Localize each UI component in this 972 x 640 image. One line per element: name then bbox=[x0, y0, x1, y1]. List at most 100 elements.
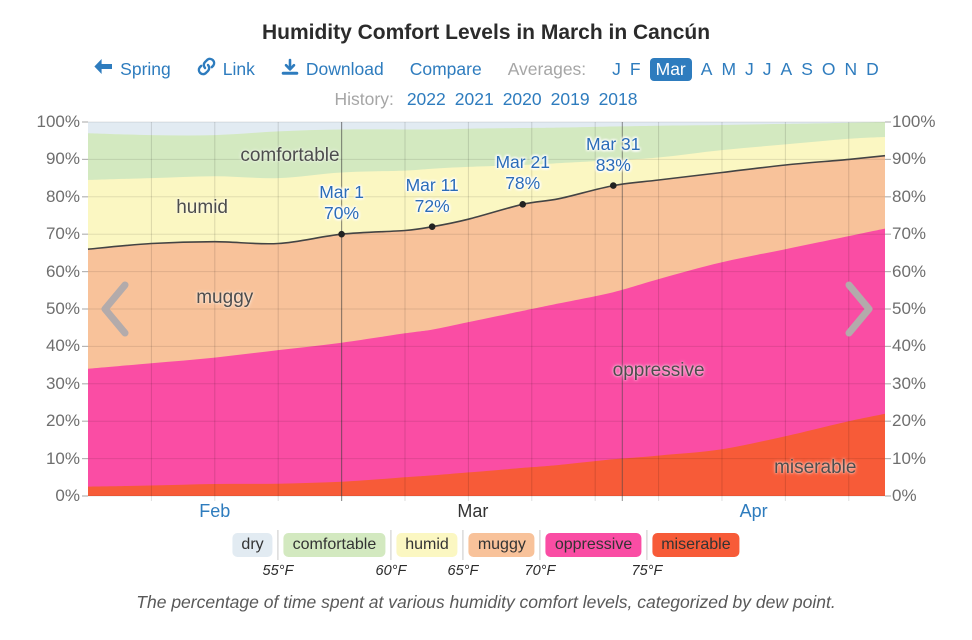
band-label-comfortable: comfortable bbox=[240, 144, 340, 166]
legend-item-humid: humid bbox=[396, 533, 458, 557]
month-link-7-A[interactable]: A bbox=[780, 58, 793, 79]
y-axis-tick-right-40: 40% bbox=[892, 336, 927, 356]
x-axis-month-Feb[interactable]: Feb bbox=[199, 501, 231, 521]
prev-season-label: Spring bbox=[120, 58, 171, 79]
link-icon bbox=[197, 57, 216, 81]
month-link-10-N[interactable]: N bbox=[844, 58, 858, 79]
chevron-right-icon bbox=[843, 280, 875, 341]
arrow-left-icon bbox=[93, 58, 113, 80]
y-axis-tick-right-50: 50% bbox=[892, 299, 927, 318]
month-link-0-J[interactable]: J bbox=[612, 58, 621, 79]
data-point-Mar-11 bbox=[428, 223, 436, 231]
y-axis-tick-left-20: 20% bbox=[45, 411, 80, 431]
legend-item-miserable: miserable bbox=[652, 533, 740, 557]
next-period-button[interactable] bbox=[842, 280, 876, 340]
point-label-Mar-11: Mar 11 72% bbox=[405, 174, 459, 216]
y-axis-tick-right-70: 70% bbox=[892, 224, 927, 244]
history-label: History: bbox=[334, 89, 394, 109]
area-band-muggy bbox=[88, 155, 885, 496]
legend-threshold-70F: 70°F bbox=[524, 563, 556, 579]
prev-season-link[interactable]: Spring bbox=[93, 58, 171, 80]
y-axis-tick-right-60: 60% bbox=[892, 261, 927, 281]
history-row: History: 2022 2021 2020 2019 2018 bbox=[0, 89, 972, 110]
data-point-Mar-31 bbox=[609, 182, 617, 189]
legend-threshold-55F: 55°F bbox=[262, 563, 294, 579]
month-link-1-F[interactable]: F bbox=[629, 58, 641, 79]
band-label-oppressive: oppressive bbox=[612, 359, 705, 381]
compare-button[interactable]: Compare bbox=[410, 59, 482, 80]
legend-threshold-75F: 75°F bbox=[631, 563, 663, 579]
y-axis-tick-left-50: 50% bbox=[45, 299, 80, 318]
month-link-9-O[interactable]: O bbox=[821, 58, 836, 79]
legend-divider bbox=[277, 530, 279, 560]
data-point-Mar-21 bbox=[519, 200, 527, 208]
point-label-Mar-31: Mar 31 83% bbox=[586, 133, 641, 175]
y-axis-tick-left-0: 0% bbox=[55, 486, 80, 505]
y-axis-tick-right-20: 20% bbox=[892, 411, 927, 431]
legend-item-oppressive: oppressive bbox=[545, 533, 642, 557]
compare-label: Compare bbox=[409, 58, 482, 79]
month-selector: J F Mar A M J J A S O N D bbox=[612, 57, 879, 81]
link-button[interactable]: Link bbox=[197, 57, 255, 81]
area-band-humid bbox=[88, 137, 885, 496]
prev-period-button[interactable] bbox=[98, 280, 132, 340]
x-axis-month-Mar: Mar bbox=[457, 501, 489, 521]
legend-item-comfortable: comfortable bbox=[283, 533, 386, 557]
legend-threshold-65F: 65°F bbox=[447, 563, 479, 579]
y-axis-tick-left-100: 100% bbox=[36, 112, 80, 131]
month-link-8-S[interactable]: S bbox=[801, 58, 813, 79]
point-label-Mar-1: Mar 1 70% bbox=[319, 182, 364, 224]
chart-caption: The percentage of time spent at various … bbox=[136, 592, 836, 612]
legend-item-muggy: muggy bbox=[468, 533, 535, 557]
averages-label: Averages: bbox=[507, 58, 587, 79]
download-icon bbox=[281, 58, 299, 81]
y-axis-tick-left-40: 40% bbox=[45, 336, 80, 356]
legend-divider bbox=[390, 530, 392, 560]
data-point-Mar-1 bbox=[338, 230, 345, 238]
y-axis-tick-right-90: 90% bbox=[892, 149, 927, 169]
legend-divider bbox=[462, 530, 464, 560]
year-link-2021[interactable]: 2021 bbox=[454, 89, 494, 109]
y-axis-tick-right-80: 80% bbox=[892, 186, 927, 206]
area-band-oppressive bbox=[88, 228, 885, 496]
y-axis-tick-right-0: 0% bbox=[892, 486, 917, 505]
band-label-miserable: miserable bbox=[774, 456, 857, 478]
x-axis-month-Apr[interactable]: Apr bbox=[739, 501, 768, 521]
legend: dry comfortable humid muggy oppressive misera… bbox=[232, 530, 740, 579]
y-axis-tick-left-80: 80% bbox=[45, 186, 80, 206]
legend-row: dry comfortable humid muggy oppressive misera… bbox=[232, 530, 740, 560]
y-axis-tick-right-30: 30% bbox=[892, 373, 927, 393]
point-label-Mar-21: Mar 21 78% bbox=[495, 152, 550, 194]
month-link-11-D[interactable]: D bbox=[866, 58, 879, 79]
download-label: Download bbox=[305, 58, 384, 79]
year-link-2020[interactable]: 2020 bbox=[502, 89, 542, 109]
month-link-5-J[interactable]: J bbox=[745, 58, 754, 79]
legend-divider bbox=[539, 530, 541, 560]
band-label-humid: humid bbox=[176, 197, 228, 219]
legend-threshold-60F: 60°F bbox=[375, 563, 407, 579]
y-axis-tick-left-30: 30% bbox=[45, 373, 80, 393]
download-button[interactable]: Download bbox=[281, 58, 384, 81]
y-axis-tick-right-100: 100% bbox=[892, 112, 936, 131]
year-link-2018[interactable]: 2018 bbox=[598, 89, 638, 109]
month-link-6-J[interactable]: J bbox=[762, 58, 772, 79]
year-link-2022[interactable]: 2022 bbox=[406, 89, 446, 109]
y-axis-tick-left-10: 10% bbox=[45, 448, 80, 468]
year-link-2019[interactable]: 2019 bbox=[550, 89, 590, 109]
y-axis-tick-right-10: 10% bbox=[892, 448, 927, 468]
y-axis-tick-left-90: 90% bbox=[45, 149, 80, 169]
legend-item-dry: dry bbox=[232, 533, 273, 557]
year-links: 2022 2021 2020 2019 2018 bbox=[407, 89, 638, 110]
area-band-miserable bbox=[88, 413, 885, 496]
toolbar: Spring Link Download Compare bbox=[0, 57, 972, 81]
legend-thresholds: 55°F 60°F 65°F 70°F 75°F bbox=[232, 563, 739, 583]
area-band-comfortable bbox=[88, 122, 885, 496]
month-link-3-A[interactable]: A bbox=[700, 58, 713, 79]
y-axis-tick-left-70: 70% bbox=[45, 224, 80, 244]
chevron-left-icon bbox=[99, 280, 131, 341]
month-link-4-M[interactable]: M bbox=[721, 58, 737, 79]
month-link-2-Mar[interactable]: Mar bbox=[649, 57, 692, 81]
band-label-muggy: muggy bbox=[196, 286, 254, 308]
area-band-dry bbox=[88, 122, 885, 496]
